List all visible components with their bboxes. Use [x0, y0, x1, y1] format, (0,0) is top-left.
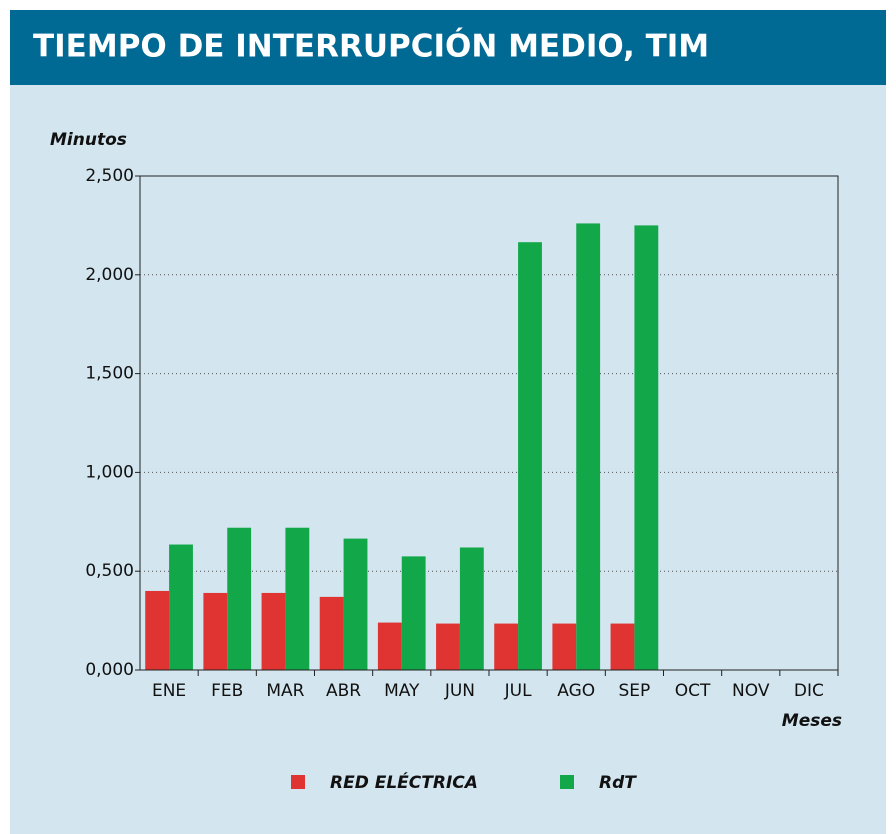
- x-tick-label: JUL: [504, 681, 532, 701]
- legend-label: RdT: [599, 773, 637, 793]
- bar: [319, 596, 344, 670]
- bar: [261, 592, 286, 670]
- background: [10, 85, 886, 834]
- bar: [343, 538, 368, 670]
- x-tick-label: DIC: [794, 681, 824, 701]
- bar: [203, 592, 228, 670]
- plot-frame: [139, 175, 839, 670]
- y-tick-label: 1,000: [85, 462, 134, 482]
- bar: [576, 223, 601, 670]
- legend-swatch: [560, 775, 574, 789]
- bar: [552, 623, 577, 670]
- chart-title: TIEMPO DE INTERRUPCIÓN MEDIO, TIM: [33, 28, 709, 65]
- bar: [634, 225, 659, 670]
- legend-swatch: [291, 775, 305, 789]
- y-axis-label: Minutos: [50, 130, 127, 150]
- x-tick-label: MAY: [384, 681, 420, 701]
- header: [10, 10, 886, 85]
- x-tick-label: AGO: [557, 681, 595, 701]
- bar: [377, 622, 402, 670]
- bar: [285, 527, 310, 670]
- bar: [169, 544, 193, 670]
- bar: [518, 242, 542, 671]
- bar: [401, 556, 426, 670]
- y-tick-label: 0,500: [85, 561, 134, 581]
- bar: [494, 623, 519, 670]
- bar: [227, 527, 252, 670]
- x-tick-label: ABR: [326, 681, 361, 701]
- legend-label: RED ELÉCTRICA: [330, 771, 478, 793]
- y-tick-label: 0,000: [85, 660, 134, 680]
- x-tick-label: ENE: [152, 681, 186, 701]
- y-tick-label: 2,500: [85, 166, 134, 186]
- y-tick-label: 1,500: [85, 364, 134, 384]
- x-tick-label: MAR: [266, 681, 304, 701]
- x-tick-label: FEB: [211, 681, 243, 701]
- y-tick-label: 2,000: [85, 265, 134, 285]
- x-tick-label: NOV: [732, 681, 770, 701]
- x-tick-label: OCT: [675, 681, 711, 701]
- bar: [145, 590, 170, 670]
- x-tick-label: JUN: [444, 681, 475, 701]
- x-axis-label: Meses: [782, 711, 842, 731]
- bar: [610, 623, 635, 670]
- x-tick-label: SEP: [619, 681, 651, 701]
- bar: [436, 623, 460, 670]
- bar: [459, 547, 484, 670]
